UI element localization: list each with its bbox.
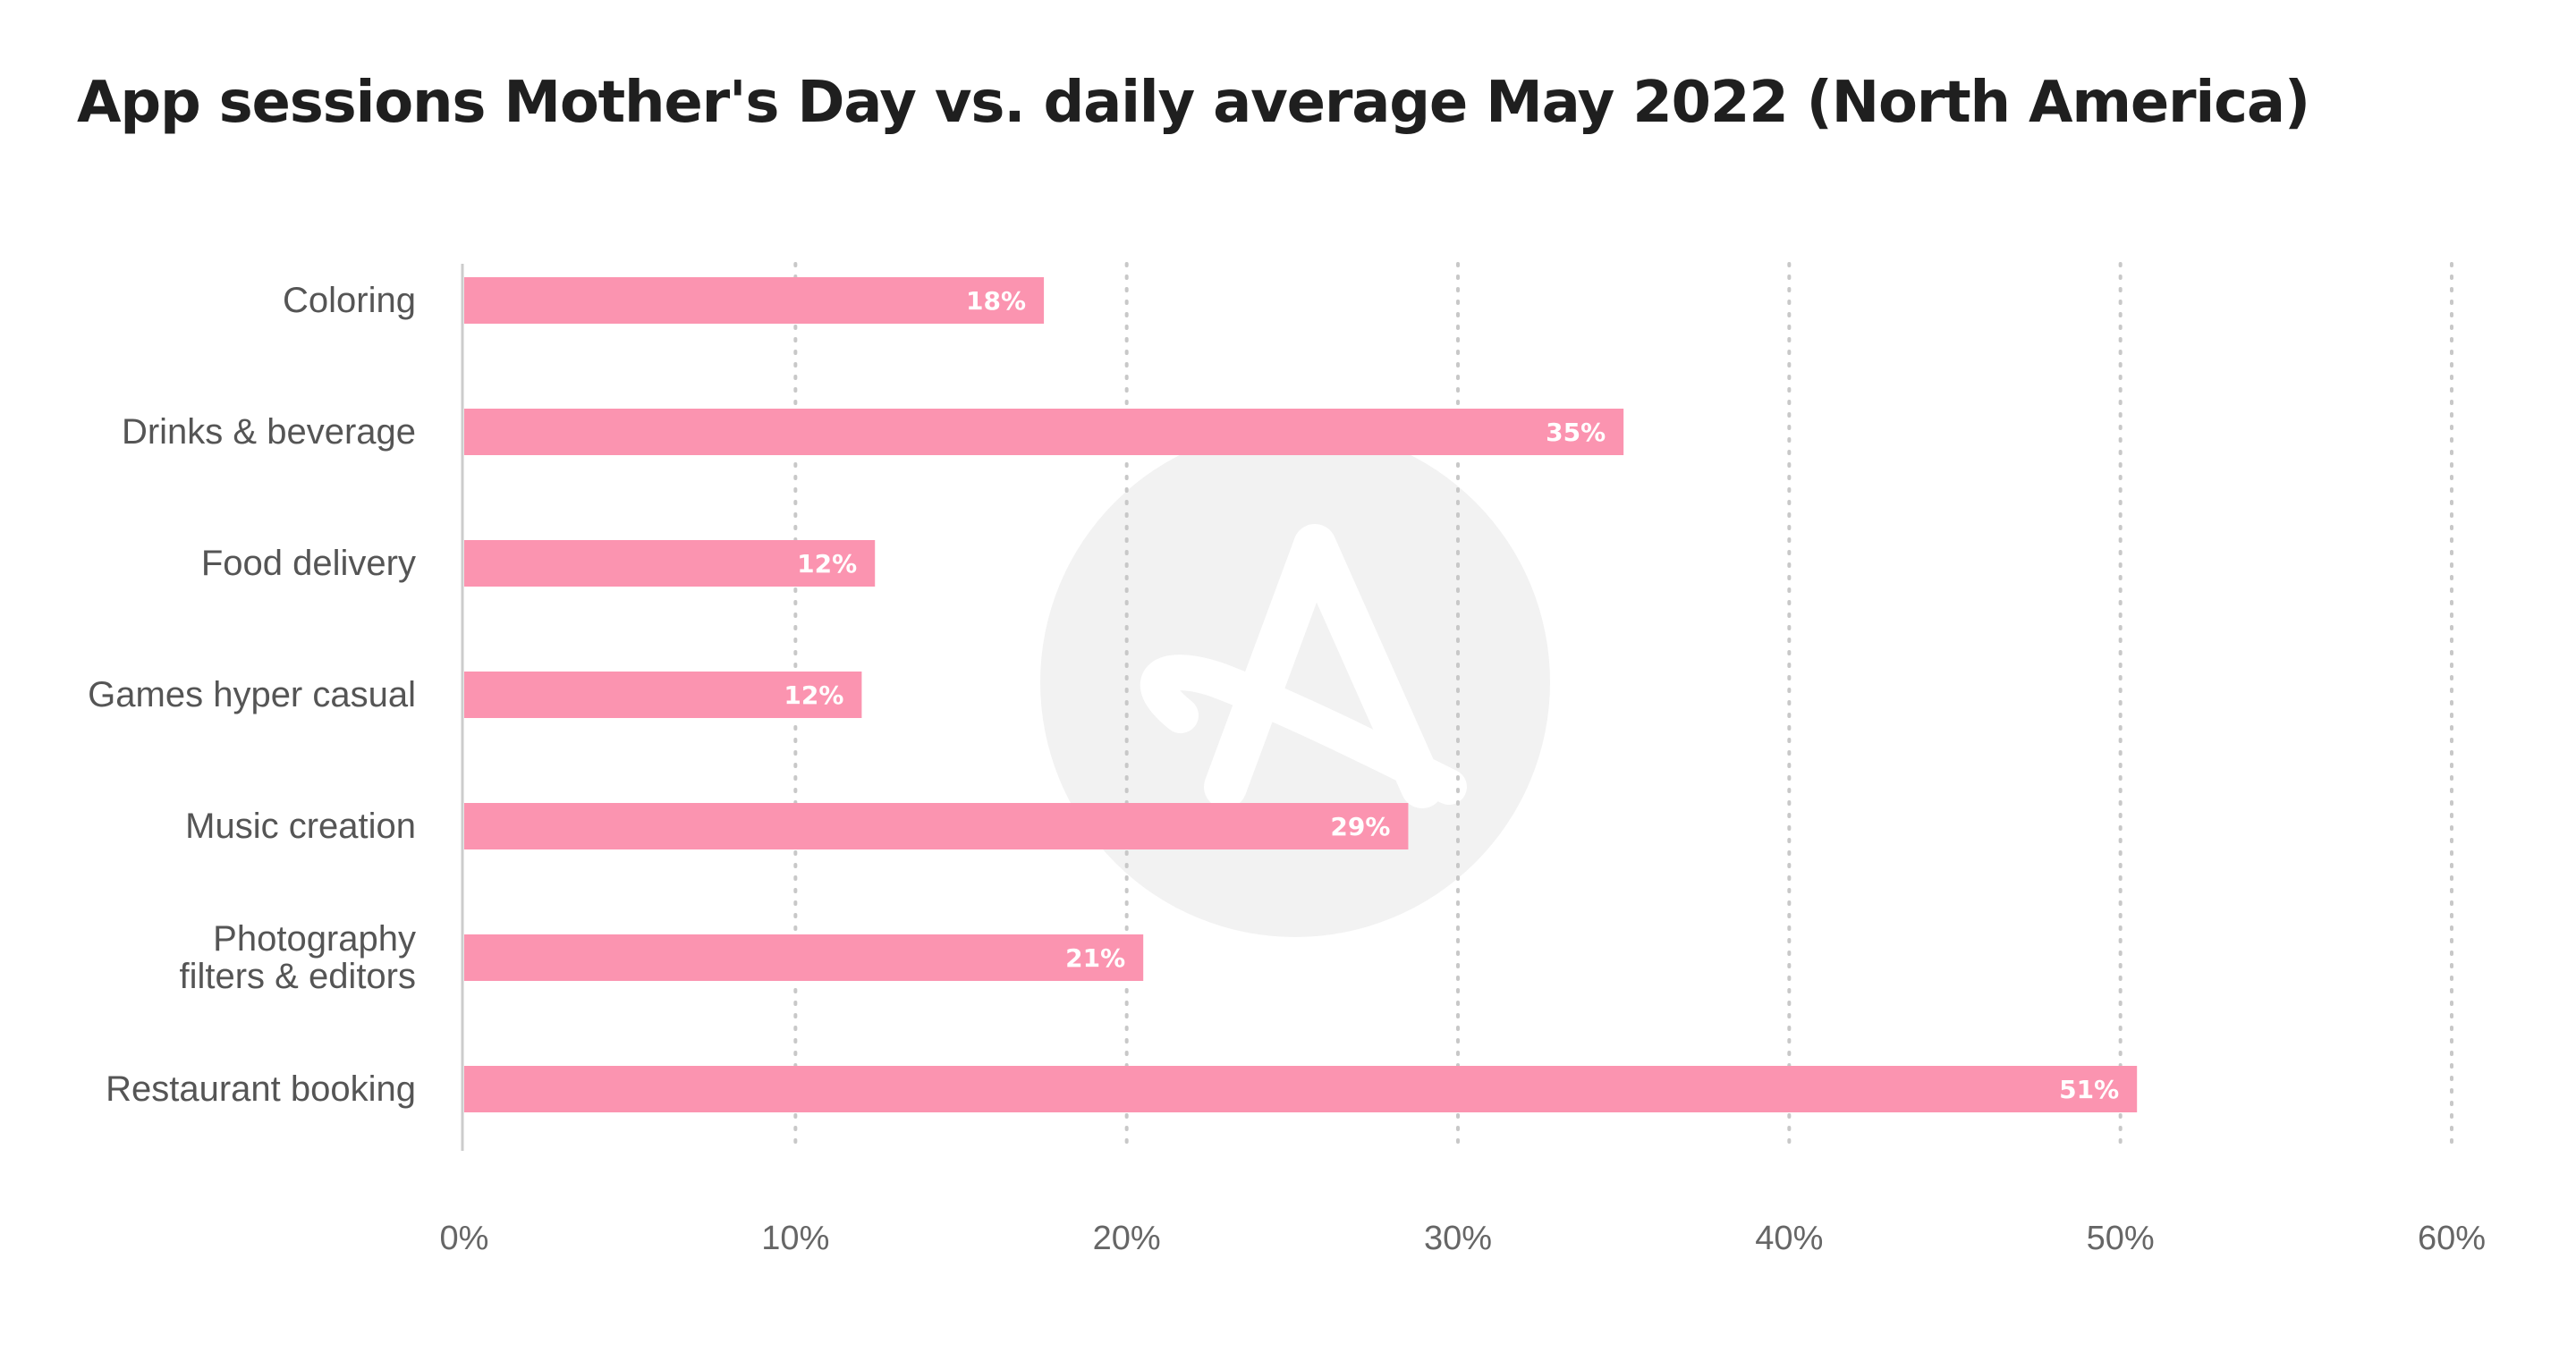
bar: [464, 672, 862, 718]
category-label: Restaurant booking: [106, 1069, 416, 1109]
x-tick-label: 0%: [440, 1220, 489, 1257]
category-label: Drinks & beverage: [122, 412, 416, 452]
bar: [464, 1066, 2138, 1112]
bar: [464, 803, 1409, 849]
data-label: 12%: [797, 549, 857, 579]
chart-title: App sessions Mother's Day vs. daily aver…: [77, 70, 2310, 136]
category-label: Games hyper casual: [88, 675, 416, 714]
data-label: 21%: [1065, 943, 1125, 973]
watermark-circle: [1040, 427, 1550, 937]
data-label: 51%: [2059, 1075, 2119, 1104]
data-label: 35%: [1546, 418, 1606, 447]
gridlines: [793, 262, 2453, 1153]
category-label: Photography filters & editors: [179, 919, 416, 996]
category-label: Coloring: [283, 281, 416, 320]
bar: [464, 409, 1624, 455]
bar: [464, 277, 1045, 324]
data-label: 29%: [1330, 812, 1390, 841]
watermark-swoosh: [1140, 655, 1467, 805]
x-tick-label: 40%: [1755, 1220, 1823, 1257]
data-label: 18%: [966, 286, 1026, 316]
data-label: 12%: [784, 680, 843, 710]
category-labels: Coloring Drinks & beverage Food delivery Ga…: [88, 281, 416, 1109]
x-tick-label: 20%: [1093, 1220, 1161, 1257]
x-tick-label: 30%: [1424, 1220, 1492, 1257]
bars: 18% 35% 12% 12% 29% 21% 51%: [464, 277, 2138, 1112]
bar: [464, 540, 876, 587]
bar: [464, 934, 1144, 981]
category-label: Music creation: [185, 807, 416, 846]
x-tick-labels: 0% 10% 20% 30% 40% 50% 60%: [440, 1220, 2486, 1257]
x-tick-label: 60%: [2418, 1220, 2486, 1257]
x-tick-label: 10%: [761, 1220, 829, 1257]
category-label: Food delivery: [201, 544, 416, 583]
watermark-logo-icon: [1040, 427, 1550, 937]
x-tick-label: 50%: [2087, 1220, 2155, 1257]
